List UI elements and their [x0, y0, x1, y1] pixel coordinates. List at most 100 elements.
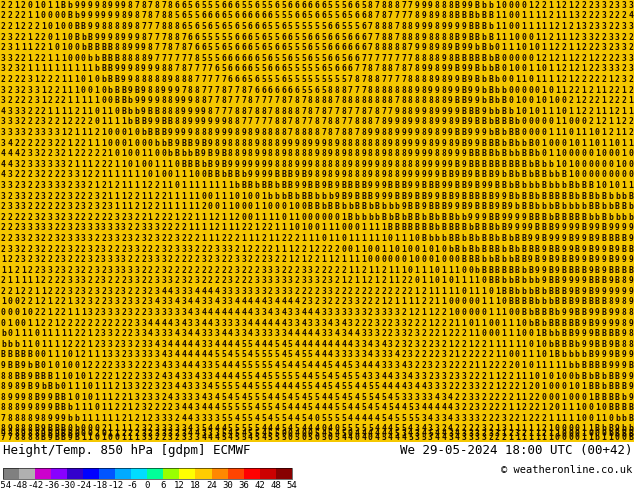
Text: 5: 5 [275, 429, 280, 438]
Text: 1: 1 [422, 276, 426, 285]
Text: b: b [548, 171, 553, 179]
Text: 8: 8 [195, 86, 199, 95]
Text: 1: 1 [568, 107, 573, 116]
Text: 4: 4 [281, 318, 286, 328]
Text: 0: 0 [108, 128, 113, 137]
Text: 2: 2 [341, 266, 346, 275]
Text: 5: 5 [314, 393, 320, 402]
Text: b: b [608, 202, 613, 211]
Text: 3: 3 [628, 64, 633, 74]
Text: 6: 6 [314, 86, 320, 95]
Text: B: B [555, 297, 560, 306]
Text: b: b [521, 181, 526, 190]
Text: 2: 2 [68, 318, 72, 328]
Text: 4: 4 [435, 403, 439, 413]
Text: b: b [575, 181, 579, 190]
Text: 4: 4 [441, 429, 446, 438]
Text: 0: 0 [415, 255, 420, 264]
Text: 0: 0 [354, 223, 359, 232]
Text: 8: 8 [375, 96, 380, 105]
Text: 0: 0 [301, 213, 306, 221]
Text: 2: 2 [161, 223, 166, 232]
Text: 4: 4 [388, 429, 393, 438]
Text: 1: 1 [74, 64, 79, 74]
Text: b: b [528, 308, 533, 317]
Text: 1: 1 [515, 318, 520, 328]
Text: 8: 8 [415, 160, 420, 169]
Text: 1: 1 [61, 107, 66, 116]
Text: 6: 6 [361, 22, 366, 31]
Text: 1: 1 [521, 424, 526, 433]
Text: 0: 0 [468, 308, 473, 317]
Text: 1: 1 [602, 434, 606, 442]
Text: 2: 2 [328, 245, 333, 253]
Text: 3: 3 [235, 329, 240, 338]
Text: 3: 3 [261, 329, 266, 338]
Text: 2: 2 [214, 276, 219, 285]
Text: 3: 3 [28, 86, 32, 95]
Text: 3: 3 [628, 1, 633, 10]
Text: 7: 7 [141, 11, 146, 21]
Text: B: B [568, 181, 573, 190]
Text: B: B [495, 64, 500, 74]
Text: 2: 2 [261, 255, 266, 264]
Text: B: B [608, 403, 613, 413]
Text: 2: 2 [321, 245, 326, 253]
Text: 0: 0 [508, 22, 513, 31]
Text: 1: 1 [314, 234, 320, 243]
Text: 9: 9 [254, 160, 259, 169]
Text: b: b [515, 192, 520, 200]
Text: 9: 9 [462, 33, 466, 42]
Text: 2: 2 [488, 403, 493, 413]
Text: 1: 1 [495, 1, 500, 10]
Text: 5: 5 [348, 424, 353, 433]
Text: 4: 4 [335, 329, 339, 338]
Text: 0: 0 [588, 149, 593, 158]
Text: 6: 6 [261, 33, 266, 42]
Text: 5: 5 [261, 393, 266, 402]
Text: 2: 2 [74, 118, 79, 126]
Text: 1: 1 [508, 403, 513, 413]
Text: 5: 5 [308, 86, 313, 95]
Text: B: B [28, 382, 32, 391]
Text: 0: 0 [541, 64, 547, 74]
Text: 4: 4 [328, 372, 333, 381]
Text: 9: 9 [381, 171, 386, 179]
Text: 1: 1 [508, 424, 513, 433]
Text: 4: 4 [361, 361, 366, 370]
Text: 2: 2 [1, 1, 6, 10]
Text: B: B [595, 340, 600, 349]
Text: 3: 3 [127, 245, 133, 253]
Text: 8: 8 [408, 96, 413, 105]
Text: 9: 9 [628, 382, 633, 391]
Text: 8: 8 [161, 107, 166, 116]
Text: 1: 1 [408, 297, 413, 306]
Text: 8: 8 [448, 11, 453, 21]
Text: 2: 2 [581, 54, 586, 63]
Text: 2: 2 [214, 213, 219, 221]
Text: 1: 1 [548, 1, 553, 10]
Text: 1: 1 [221, 181, 226, 190]
Text: 1: 1 [68, 75, 72, 84]
Text: 1: 1 [501, 329, 507, 338]
Text: 6: 6 [281, 22, 286, 31]
Text: 1: 1 [388, 245, 393, 253]
Text: 3: 3 [401, 372, 406, 381]
Text: B: B [541, 171, 547, 179]
Text: 3: 3 [87, 308, 93, 317]
Text: 9: 9 [1, 429, 6, 438]
Text: 1: 1 [455, 266, 460, 275]
Text: 7: 7 [394, 64, 399, 74]
Text: 5: 5 [174, 11, 179, 21]
Text: 3: 3 [335, 350, 339, 360]
Text: 1: 1 [528, 107, 533, 116]
Text: 8: 8 [168, 96, 172, 105]
Text: 1: 1 [628, 139, 633, 147]
Text: 9: 9 [74, 1, 79, 10]
Text: 1: 1 [288, 223, 293, 232]
Text: B: B [462, 192, 466, 200]
Text: B: B [575, 245, 579, 253]
Text: 2: 2 [221, 266, 226, 275]
Text: 5: 5 [208, 1, 212, 10]
Text: 7: 7 [394, 96, 399, 105]
